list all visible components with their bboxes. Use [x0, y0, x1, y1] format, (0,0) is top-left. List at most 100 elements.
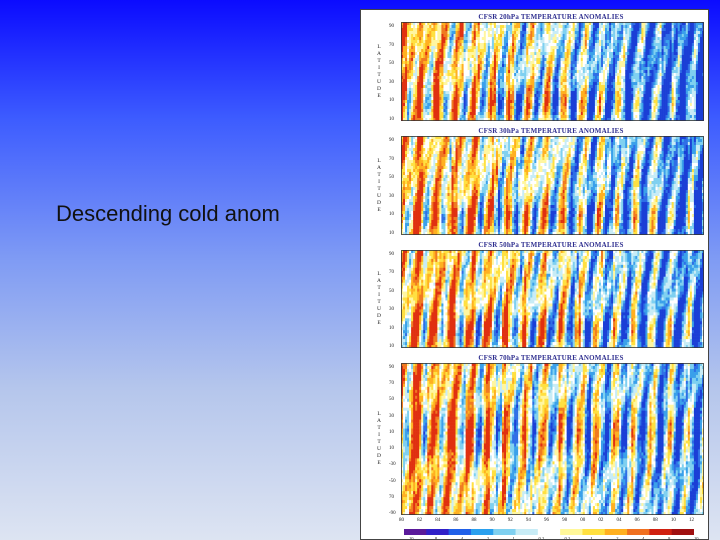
heatmap-cell	[649, 52, 652, 56]
heatmap-figure: CFSR 20hPa TEMPERATURE ANOMALIES 90 70 50 3…	[360, 9, 709, 540]
heatmap-cell	[556, 112, 559, 116]
heatmap-cell	[425, 100, 428, 104]
heatmap-cell	[483, 106, 487, 110]
heatmap-cell	[538, 73, 541, 77]
heatmap-cell	[469, 52, 472, 56]
heatmap-cell	[673, 61, 677, 65]
heatmap-cell	[653, 100, 656, 104]
heatmap-cell	[574, 67, 578, 71]
heatmap-cell	[603, 79, 606, 83]
heatmap-cell	[512, 100, 515, 104]
heatmap-cell	[586, 58, 590, 62]
heatmap-cell	[651, 115, 654, 119]
heatmap-cell	[592, 34, 596, 38]
heatmap-cell	[445, 88, 448, 92]
heatmap-cell	[489, 31, 493, 35]
heatmap-cell	[401, 22, 404, 26]
heatmap-cell	[526, 34, 529, 38]
heatmap-cell	[629, 70, 632, 74]
heatmap-cell	[611, 85, 614, 89]
heatmap-cell	[530, 67, 533, 71]
heatmap-cell	[562, 115, 565, 119]
heatmap-cell	[592, 46, 596, 50]
heatmap-cell	[647, 109, 650, 113]
heatmap-cell	[499, 112, 503, 116]
heatmap-cell	[453, 58, 456, 62]
heatmap-cell	[560, 103, 563, 107]
heatmap-cell	[562, 43, 565, 47]
heatmap-cell	[697, 61, 701, 65]
heatmap-cell	[611, 115, 614, 119]
heatmap-cell	[453, 64, 456, 68]
heatmap-cell	[459, 25, 462, 29]
heatmap-cell	[445, 115, 448, 119]
heatmap-cell	[615, 79, 618, 83]
heatmap-cell	[512, 37, 515, 41]
heatmap-cell	[701, 106, 704, 110]
heatmap-cell	[447, 25, 450, 29]
heatmap-cell	[693, 64, 697, 68]
heatmap-cell	[641, 103, 644, 107]
heatmap-cell	[699, 103, 703, 107]
heatmap-cell	[677, 43, 681, 47]
heatmap-cell	[621, 106, 624, 110]
heatmap-cell	[607, 85, 610, 89]
heatmap-cell	[429, 46, 432, 50]
heatmap-cell	[423, 94, 426, 98]
heatmap-cell	[683, 40, 687, 44]
heatmap-cell	[483, 100, 487, 104]
heatmap-cell	[487, 55, 491, 59]
heatmap-cell	[661, 40, 664, 44]
heatmap-cell	[671, 118, 674, 121]
heatmap-cell	[695, 97, 699, 101]
heatmap-cell	[443, 115, 446, 119]
heatmap-cell	[631, 70, 634, 74]
heatmap-cell	[546, 100, 549, 104]
heatmap-cell	[685, 88, 689, 92]
heatmap-cell	[469, 76, 472, 80]
heatmap-cell	[411, 34, 414, 38]
heatmap-cell	[697, 25, 701, 29]
heatmap-cell	[401, 85, 404, 89]
heatmap-cell	[506, 67, 509, 71]
heatmap-cell	[425, 52, 428, 56]
heatmap-cell	[603, 91, 606, 95]
heatmap-cell	[463, 46, 466, 50]
heatmap-cell	[582, 79, 586, 83]
heatmap-cell	[590, 61, 594, 65]
heatmap-cell	[497, 61, 501, 65]
heatmap-cell	[592, 85, 596, 89]
heatmap-cell	[449, 43, 452, 47]
heatmap-cell	[603, 31, 606, 35]
heatmap-cell	[677, 34, 681, 38]
heatmap-cell	[504, 76, 507, 80]
heatmap-cell	[691, 46, 695, 50]
heatmap-cell	[403, 55, 406, 59]
heatmap-cell	[433, 115, 436, 119]
heatmap-cell	[542, 106, 545, 110]
heatmap-cell	[689, 64, 693, 68]
heatmap-cell	[621, 55, 624, 59]
heatmap-cell	[483, 58, 487, 62]
heatmap-cell	[443, 79, 446, 83]
heatmap-cell	[582, 67, 586, 71]
heatmap-cell	[673, 55, 677, 59]
heatmap-cell	[419, 34, 422, 38]
heatmap-cell	[631, 43, 634, 47]
heatmap-cell	[538, 49, 541, 53]
heatmap-cell	[685, 61, 689, 65]
heatmap-cell	[427, 88, 430, 92]
heatmap-cell	[508, 55, 511, 59]
heatmap-cell	[457, 28, 460, 32]
heatmap-cell	[522, 58, 525, 62]
heatmap-cell	[564, 106, 567, 110]
heatmap-cell	[526, 28, 529, 32]
heatmap-cell	[540, 37, 543, 41]
heatmap-cell	[586, 76, 590, 80]
heatmap-cell	[449, 25, 452, 29]
heatmap-cell	[631, 58, 634, 62]
heatmap-cell	[689, 34, 693, 38]
heatmap-cell	[578, 52, 582, 56]
heatmap-cell	[637, 64, 640, 68]
heatmap-cell	[443, 118, 446, 121]
